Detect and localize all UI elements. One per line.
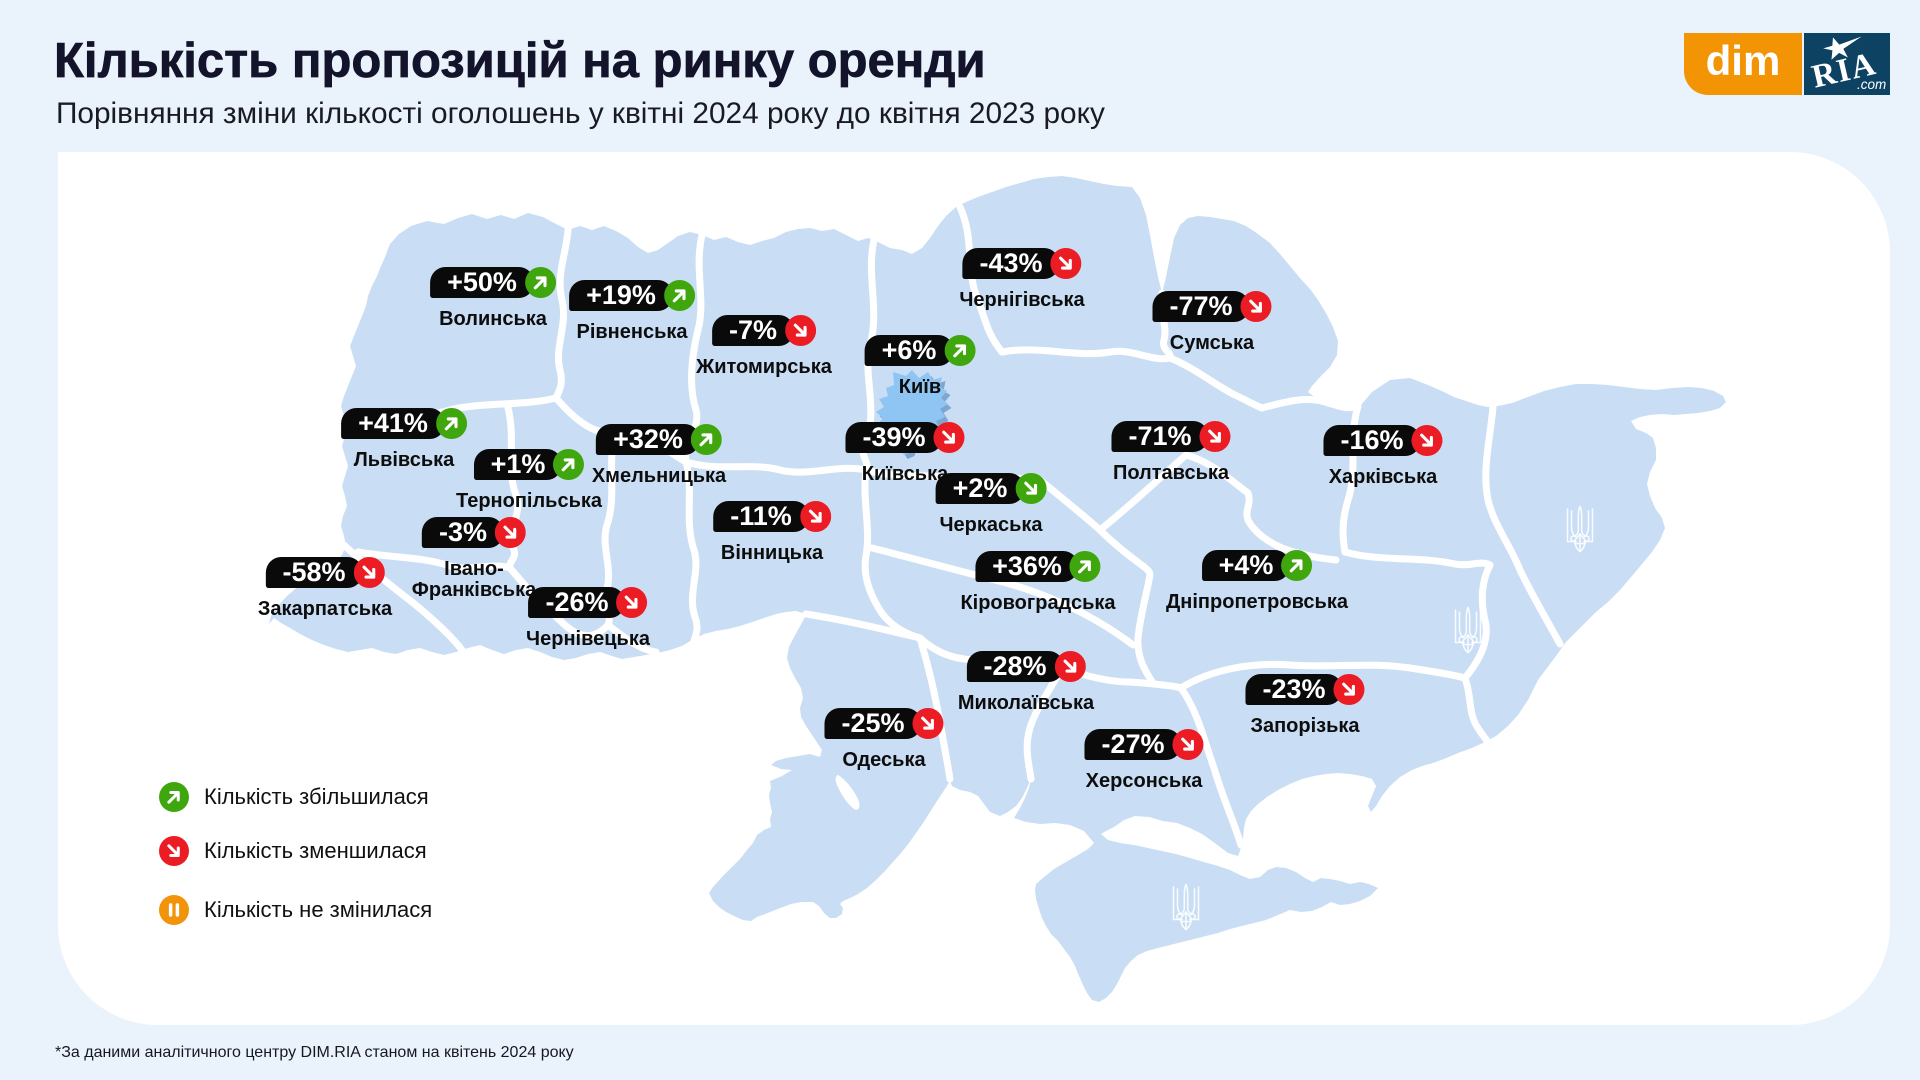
svg-text:.com: .com	[1857, 77, 1886, 92]
